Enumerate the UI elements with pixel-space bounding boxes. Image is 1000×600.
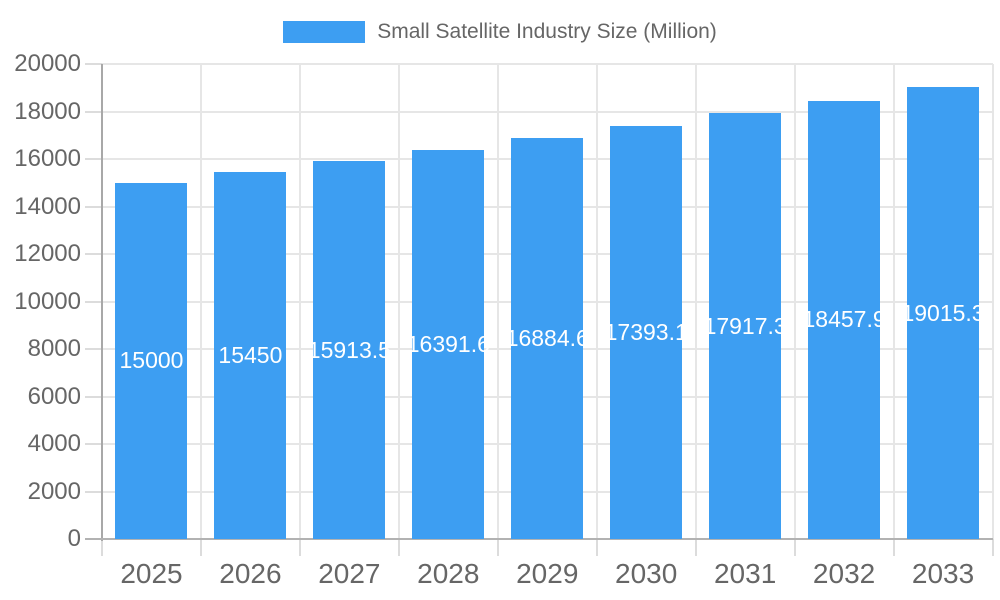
bar[interactable]: 16884.6 [506,137,589,539]
legend-label: Small Satellite Industry Size (Million) [377,20,717,43]
bar-value-label: 16884.6 [505,324,589,351]
y-axis-tick [85,395,102,398]
x-axis-tick-label: 2032 [812,558,876,589]
x-gridline [496,64,499,539]
x-gridline [694,64,697,539]
bar[interactable]: 15913.5 [308,161,391,539]
x-gridline [595,64,598,539]
y-axis-tick [85,348,102,350]
y-axis-tick-label: 18000 [14,97,81,125]
bar-value-label: 19015.3 [901,299,985,326]
x-axis-tick [101,539,103,556]
bar[interactable]: 15450 [214,172,287,539]
y-axis-tick [85,205,102,208]
x-axis-tick [298,539,301,556]
x-axis-tick [793,539,796,556]
x-axis-line [85,538,993,540]
y-axis-tick-label: 0 [67,525,81,552]
bar-value-label: 17917.3 [703,312,787,339]
x-axis-tick [991,539,994,556]
x-axis-tick-label: 2027 [318,558,381,589]
bar[interactable]: 17917.3 [704,113,787,539]
y-axis-tick-label: 16000 [14,145,81,172]
y-axis-tick-label: 10000 [14,287,81,315]
y-axis-line [101,64,103,541]
y-axis-tick [85,158,102,160]
x-gridline [298,64,301,539]
x-axis-tick-label: 2026 [219,558,282,589]
y-axis-tick [85,63,102,65]
x-axis-tick-label: 2025 [120,558,183,589]
bar-value-label: 18457.9 [802,306,886,333]
y-axis-tick [85,253,102,255]
y-axis-tick [85,443,102,445]
bar-value-label: 15450 [218,342,283,369]
y-axis-tick-label: 2000 [27,477,81,505]
y-axis-tick-label: 6000 [27,382,81,410]
y-axis-tick-label: 8000 [27,335,81,362]
y-axis-tick [85,110,102,113]
x-gridline [199,64,202,539]
y-axis-tick-label: 12000 [14,240,81,267]
bar-value-label: 17393.1 [604,318,688,345]
x-axis-tick [199,539,202,556]
legend-swatch [283,21,366,43]
x-axis-tick [496,539,499,556]
x-axis-tick [694,539,697,556]
bar[interactable]: 18457.9 [803,100,886,539]
x-gridline [991,64,994,539]
x-gridline [892,64,895,539]
x-axis-tick [595,539,598,556]
y-gridline [102,63,993,65]
y-axis-tick [85,300,102,303]
x-gridline [397,64,400,539]
x-axis-tick-label: 2029 [516,558,579,589]
bar-value-label: 16391.6 [406,330,490,357]
x-axis-tick-label: 2033 [911,558,975,589]
x-axis-tick-label: 2030 [615,558,678,589]
y-axis-tick-label: 14000 [14,192,81,220]
bar-value-label: 15000 [119,347,184,374]
y-axis-tick-label: 4000 [27,430,81,457]
y-gridline [102,110,993,113]
y-axis-tick-label: 20000 [14,50,81,77]
x-axis-tick-label: 2028 [417,558,480,589]
y-axis-tick [85,490,102,493]
x-axis-tick [397,539,400,556]
bar[interactable]: 15000 [115,182,188,539]
bar[interactable]: 17393.1 [605,125,688,539]
x-gridline [793,64,796,539]
bar[interactable]: 16391.6 [407,149,490,539]
bar[interactable]: 19015.3 [901,87,985,539]
bar-value-label: 15913.5 [307,336,391,363]
x-axis-tick-label: 2031 [713,558,777,589]
x-axis-tick [892,539,895,556]
legend-item[interactable]: Small Satellite Industry Size (Million) [0,20,1000,44]
